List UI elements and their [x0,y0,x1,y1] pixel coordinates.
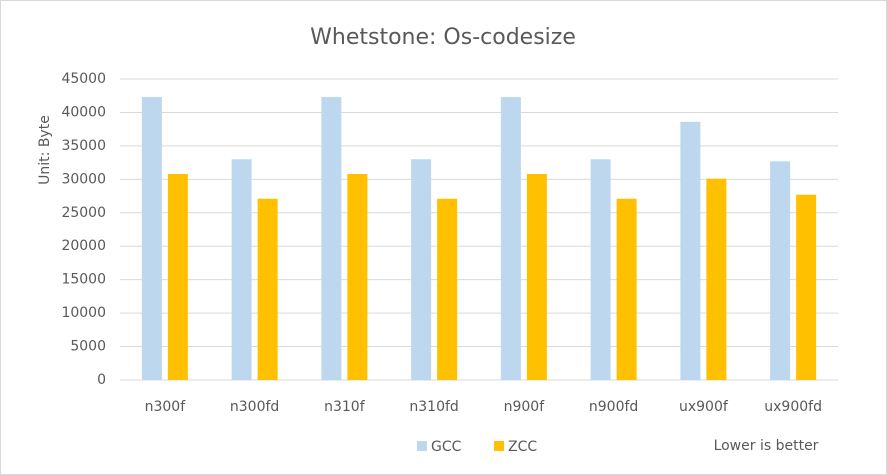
y-tick-label: 5000 [70,339,106,355]
y-axis-label: Unit: Byte [37,115,53,185]
bar [616,198,637,380]
bar [770,161,791,380]
y-tick-label: 10000 [61,305,106,321]
bar [706,178,727,380]
bar [680,121,701,380]
bar [500,97,521,380]
y-tick-label: 35000 [61,138,106,154]
y-tick-label: 45000 [61,71,106,87]
bar [347,173,368,380]
bar [590,159,611,380]
bar [437,198,458,380]
bar [167,173,188,380]
y-tick-label: 40000 [61,104,106,120]
y-tick-label: 0 [97,372,106,388]
bar [231,159,252,380]
y-tick-label: 20000 [61,238,106,254]
x-tick-label: n300fd [230,399,279,415]
legend-swatch [494,441,504,451]
annotation: Lower is better [714,438,819,454]
x-tick-label: n310f [324,399,366,415]
x-tick-label: n900fd [589,399,638,415]
legend-label: ZCC [508,439,537,455]
x-tick-label: n900f [504,399,546,415]
bar [321,97,342,380]
y-tick-label: 25000 [61,205,106,221]
bar [141,97,162,380]
x-tick-label: n310fd [409,399,458,415]
x-tick-label: ux900f [679,399,729,415]
x-tick-label: n300f [145,399,187,415]
x-tick-label: ux900fd [764,399,822,415]
y-tick-label: 15000 [61,272,106,288]
y-tick-label: 30000 [61,171,106,187]
bar [257,198,278,380]
bar [526,173,547,380]
chart-title: Whetstone: Os-codesize [310,25,576,50]
legend-label: GCC [431,439,462,455]
bar [411,159,432,380]
bar [796,194,817,380]
legend-swatch [417,441,427,451]
